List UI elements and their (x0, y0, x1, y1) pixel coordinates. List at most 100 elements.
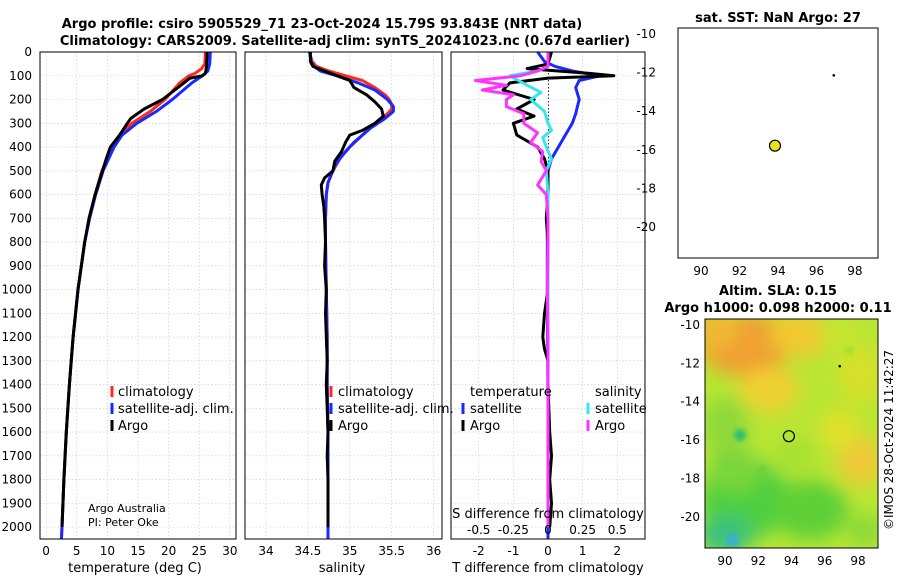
x-tick-label: -2 (473, 544, 485, 558)
depth-tick-label: 700 (9, 211, 32, 225)
lon-tick-label: 92 (751, 554, 766, 568)
depth-tick-label: 1300 (1, 354, 32, 368)
lat-tick-label: -14 (680, 395, 700, 409)
lat-tick-label: -20 (636, 220, 656, 234)
depth-tick-label: 1600 (1, 425, 32, 439)
legend-argo: Argo (338, 419, 368, 434)
x-tick-label: 35 (342, 544, 357, 558)
top-tick-label: 0.25 (569, 523, 596, 537)
sst-map: sat. SST: NaN Argo: 27 -10 -12 -14 -16 -18 -2… (636, 11, 879, 278)
x-tick-label: 34.5 (295, 544, 322, 558)
temperature-tick-labels: 0 5 10 15 20 25 30 (42, 544, 237, 558)
temperature-panel: 0100200300400500600700800900100011001200… (1, 45, 237, 576)
legend-satellite-adj: satellite-adj. clim. (118, 402, 234, 417)
lon-tick-label: 98 (847, 264, 862, 278)
depth-tick-label: 1500 (1, 401, 32, 415)
lon-tick-label: 92 (732, 264, 747, 278)
sst-map-points (768, 74, 836, 152)
lat-tick-label: -12 (636, 65, 656, 79)
location-dot (832, 74, 836, 77)
series-climatology (308, 51, 394, 539)
temperature-grid (40, 51, 236, 539)
difference-lines (473, 51, 616, 539)
lon-tick-label: 94 (784, 554, 799, 568)
credit-line-1: Argo Australia (88, 502, 166, 515)
depth-tick-label: 1200 (1, 330, 32, 344)
depth-tick-label: 2000 (1, 520, 32, 534)
difference-legend: temperature salinity satellite Argo sate… (461, 385, 647, 434)
series-satellite-adj-clim- (308, 51, 395, 539)
x-tick-label: 15 (130, 544, 145, 558)
x-tick-label: 1 (579, 544, 587, 558)
legend-s-argo: Argo (595, 419, 625, 434)
x-tick-label: -1 (507, 544, 519, 558)
legend-t-argo: Argo (470, 419, 500, 434)
t-difference-tick-labels: -2 -1 0 1 2 (473, 544, 621, 558)
lon-tick-label: 98 (850, 554, 865, 568)
lat-tick-label: -12 (680, 356, 700, 370)
depth-tick-label: 800 (9, 235, 32, 249)
lat-tick-label: -16 (680, 433, 700, 447)
lon-tick-label: 96 (809, 264, 824, 278)
depth-tick-label: 1800 (1, 473, 32, 487)
lon-tick-label: 94 (770, 264, 785, 278)
series-argo (60, 51, 209, 528)
credit-line-2: PI: Peter Oke (88, 516, 159, 529)
top-tick-label: 0 (544, 523, 552, 537)
salinity-lines (308, 51, 395, 539)
salinity-legend: climatology satellite-adj. clim. Argo (329, 385, 454, 434)
sla-map: Altim. SLA: 0.15 Argo h1000: 0.098 h2000… (664, 284, 891, 568)
depth-tick-label: 1100 (1, 306, 32, 320)
lat-tick-label: -16 (636, 143, 656, 157)
watermark: ©IMOS 28-Oct-2024 11:42:27 (882, 350, 896, 530)
s-difference-axis-label: S difference from climatology (452, 507, 644, 522)
depth-tick-label: 200 (9, 93, 32, 107)
sla-lon-tick-labels: 90 92 94 96 98 (717, 554, 865, 568)
series-satellite-adj-clim- (59, 51, 212, 540)
legend-t-satellite: satellite (470, 402, 522, 417)
profile-location-marker (782, 430, 795, 443)
depth-tick-label: 400 (9, 140, 32, 154)
top-tick-label: 0.5 (608, 523, 627, 537)
x-tick-label: 30 (222, 544, 237, 558)
sst-lon-tick-labels: 90 92 94 96 98 (693, 264, 862, 278)
profile-location-marker (768, 139, 782, 152)
x-tick-label: 34 (258, 544, 273, 558)
legend-climatology: climatology (118, 385, 194, 400)
depth-tick-label: 500 (9, 164, 32, 178)
depth-tick-label: 1700 (1, 449, 32, 463)
top-tick-label: -0.5 (467, 523, 490, 537)
legend-s-satellite: satellite (595, 402, 647, 417)
lat-tick-label: -14 (636, 104, 656, 118)
depth-tick-label: 600 (9, 188, 32, 202)
salinity-panel: 34 34.5 35 35.5 36 salinity climatology sate… (244, 51, 454, 576)
sla-map-points (782, 364, 842, 443)
depth-tick-label: 100 (9, 69, 32, 83)
legend-satellite-adj: satellite-adj. clim. (338, 402, 454, 417)
depth-tick-labels: 0 100 200 300 400 500 600 700 800 900 1000 1100 1200… (1, 45, 32, 534)
x-tick-label: 0 (42, 544, 50, 558)
sla-map-title-2: Argo h1000: 0.098 h2000: 0.11 (664, 301, 891, 316)
legend-climatology: climatology (338, 385, 414, 400)
s-difference-tick-labels: -0.5 -0.25 0 0.25 0.5 (467, 523, 627, 537)
lon-tick-label: 96 (817, 554, 832, 568)
lat-tick-label: -20 (680, 510, 700, 524)
x-tick-label: 35.5 (378, 544, 405, 558)
location-dot (838, 364, 842, 368)
sla-field (705, 319, 878, 548)
salinity-tick-labels: 34 34.5 35 35.5 36 (258, 544, 441, 558)
depth-tick-label: 0 (24, 45, 32, 59)
temperature-lines (59, 51, 212, 540)
t-difference-axis-label: T difference from climatology (451, 561, 644, 576)
temperature-legend: climatology satellite-adj. clim. Argo (110, 385, 234, 434)
x-tick-label: 5 (73, 544, 81, 558)
salinity-axis-label: salinity (319, 561, 366, 576)
depth-tick-label: 300 (9, 116, 32, 130)
lat-tick-label: -10 (636, 27, 656, 41)
sst-map-title: sat. SST: NaN Argo: 27 (695, 11, 861, 26)
title-line-2: Climatology: CARS2009. Satellite-adj cli… (60, 34, 630, 49)
lon-tick-label: 90 (717, 554, 732, 568)
depth-tick-label: 1000 (1, 283, 32, 297)
sst-lat-tick-labels: -10 -12 -14 -16 -18 -20 (636, 27, 656, 234)
